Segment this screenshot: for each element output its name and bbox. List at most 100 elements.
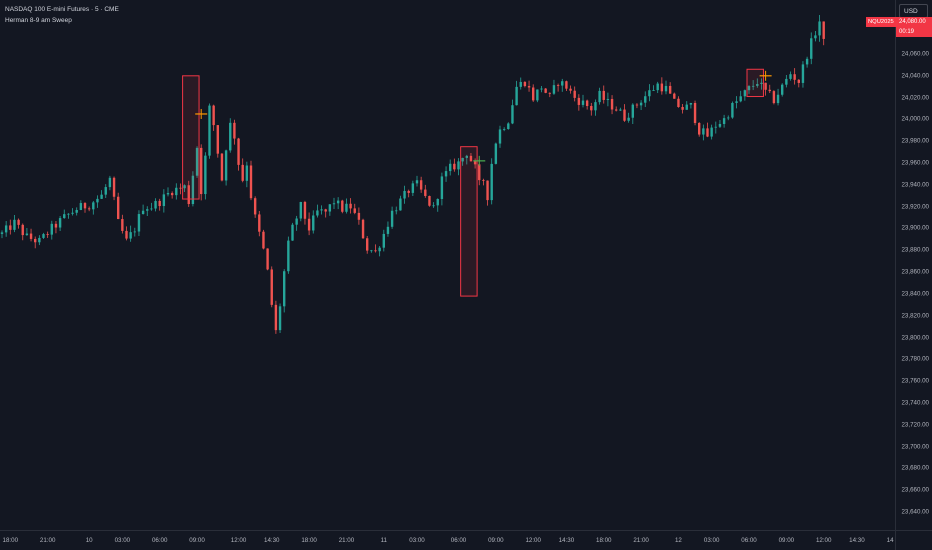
candle-body (204, 155, 207, 195)
candle-body (805, 58, 809, 65)
candle-body (34, 238, 37, 243)
candle-body (615, 109, 618, 111)
candle-body (623, 109, 626, 121)
time-axis-label: 12 (674, 537, 682, 544)
candle-body (320, 209, 323, 211)
candle-body (449, 163, 452, 172)
time-axis-label: 14:30 (558, 537, 575, 544)
time-axis-label: 11 (380, 537, 388, 544)
candle-body (606, 98, 610, 100)
candle-body (639, 102, 643, 106)
candle-body (801, 64, 805, 83)
candle-body (660, 83, 664, 92)
candle-body (810, 38, 813, 59)
candle-body (556, 85, 560, 86)
candle-body (390, 210, 394, 227)
candle-body (378, 247, 381, 252)
sweep-box[interactable] (460, 146, 478, 297)
candle-body (58, 218, 62, 228)
candle-body (440, 176, 444, 199)
candle-body (710, 127, 713, 137)
candle-body (266, 248, 269, 270)
candle-body (627, 117, 630, 121)
price-axis-label: 23,640.00 (901, 508, 929, 516)
candle-body (100, 194, 103, 199)
price-chart[interactable] (0, 0, 895, 530)
candle-body (436, 198, 439, 206)
candle-body (366, 238, 369, 251)
candle-body (428, 195, 431, 206)
candle-body (92, 202, 95, 210)
candle-body (0, 232, 4, 234)
time-axis-label: 18:00 (596, 537, 612, 544)
candle-body (307, 218, 311, 231)
candle-body (341, 200, 344, 212)
candle-body (253, 198, 257, 215)
candle-body (693, 103, 697, 123)
sweep-box[interactable] (746, 68, 764, 98)
time-axis-label: 03:00 (703, 537, 720, 544)
candle-body (494, 143, 498, 164)
time-axis-label: 03:00 (409, 537, 425, 544)
price-axis-label: 24,020.00 (901, 94, 929, 102)
candle-body (175, 187, 178, 196)
candle-body (9, 225, 12, 230)
candle-body (698, 122, 701, 135)
candle-body (38, 237, 41, 243)
candle-body (4, 225, 8, 233)
candle-body (299, 201, 302, 219)
candle-body (743, 90, 747, 97)
time-axis-label: 14 (886, 537, 894, 544)
candle-body (324, 209, 327, 212)
candle-body (295, 218, 298, 225)
price-axis-label: 23,740.00 (901, 399, 929, 407)
candle-body (121, 219, 124, 231)
candle-body (548, 92, 551, 94)
candle-body (818, 21, 821, 36)
candle-body (129, 232, 132, 239)
candle-body (735, 101, 738, 103)
candle-body (83, 203, 87, 209)
candle-body (739, 96, 742, 102)
candle-body (212, 105, 215, 126)
candle-body (291, 224, 294, 241)
candle-body (361, 219, 365, 239)
candle-body (598, 90, 601, 103)
sweep-box[interactable] (182, 75, 200, 200)
price-axis-label: 23,660.00 (901, 486, 929, 494)
time-axis-label: 12:00 (815, 537, 832, 544)
price-axis-label: 23,980.00 (901, 137, 929, 145)
symbol-legend-title[interactable]: NASDAQ 100 E-mini Futures · 5 · CME (5, 6, 119, 13)
candle-body (195, 147, 199, 176)
candle-body (498, 129, 502, 144)
candle-body (403, 190, 406, 199)
candle-body (473, 161, 477, 165)
candle-body (781, 84, 784, 95)
candle-body (585, 100, 589, 107)
candle-body (407, 190, 410, 193)
candle-body (689, 103, 693, 105)
candle-body (270, 269, 273, 305)
currency-button[interactable]: USD (899, 4, 928, 18)
candle-body (785, 78, 788, 85)
price-axis[interactable]: 24,060.00 24,040.00 24,020.00 24,000.00 23,9… (895, 0, 932, 530)
time-axis[interactable]: 18:00 21:00 10 03:00 06:00 09:00 12:00 14:30 18:… (0, 530, 895, 550)
candle-body (482, 180, 485, 181)
indicator-legend[interactable]: Herman 8-9 am Sweep (5, 17, 72, 24)
candle-body (283, 271, 286, 307)
time-axis-label: 06:00 (151, 537, 168, 544)
candle-body (336, 200, 340, 204)
candle-body (96, 198, 99, 203)
time-axis-label: 21:00 (633, 537, 649, 544)
candle-body (677, 98, 680, 108)
time-axis-label: 12:00 (230, 537, 247, 544)
candle-body (610, 98, 614, 110)
candle-body (565, 81, 568, 89)
candle-body (79, 203, 83, 211)
candle-body (552, 85, 556, 94)
candle-body (681, 107, 684, 110)
candle-body (668, 85, 672, 94)
candle-body (112, 177, 116, 197)
candle-body (133, 231, 136, 233)
price-axis-label: 23,900.00 (901, 224, 929, 232)
